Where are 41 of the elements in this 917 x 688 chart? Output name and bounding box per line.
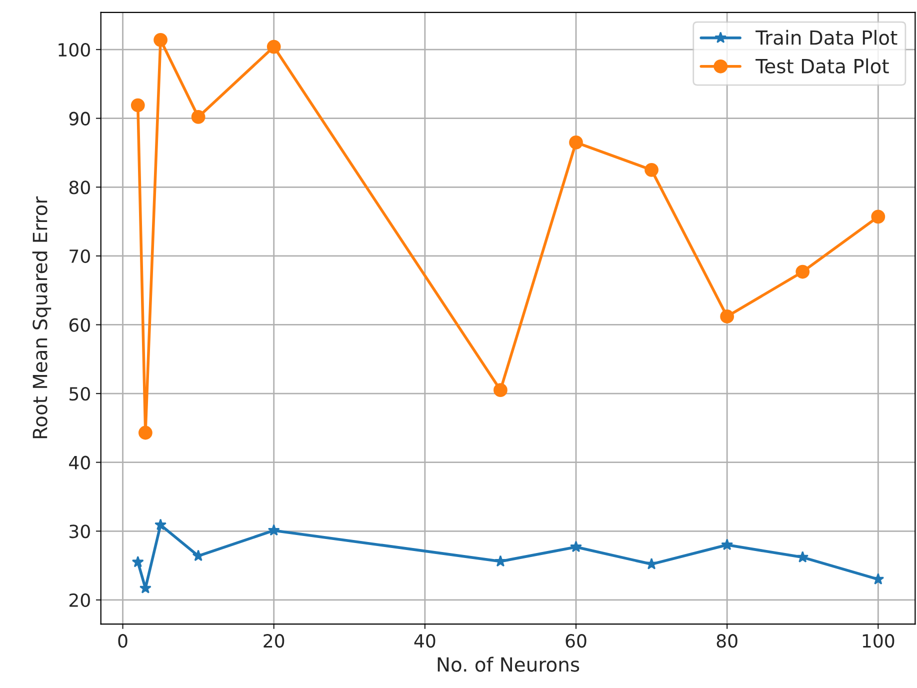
y-tick-label: 70	[70, 249, 90, 264]
point	[721, 538, 734, 550]
point	[154, 518, 167, 530]
y-tick-label: 40	[69, 456, 90, 470]
y-tick-label: 90	[69, 112, 90, 126]
point	[720, 310, 734, 324]
x-axis-title: No. of Neurons	[438, 656, 580, 672]
point	[796, 264, 810, 279]
y-tick-label: 100	[58, 42, 90, 57]
legend-label: Test Data Plot	[756, 58, 889, 74]
point	[872, 573, 884, 584]
x-tick-label: 60	[566, 634, 586, 648]
point	[494, 555, 506, 567]
point	[646, 558, 658, 570]
x-tick-label: 100	[862, 634, 894, 648]
point	[192, 550, 204, 562]
x-tick-label: 20	[264, 634, 284, 648]
x-tick-label: 80	[716, 634, 738, 648]
point	[139, 582, 152, 594]
y-tick-label: 50	[70, 386, 90, 401]
y-axis-title: Root Mean Squared Error	[32, 196, 52, 438]
point	[266, 40, 281, 54]
point	[138, 426, 152, 440]
point	[191, 110, 206, 124]
legend-label: Train Data Plot	[756, 30, 898, 45]
point	[130, 98, 145, 112]
point	[154, 32, 168, 47]
point	[268, 524, 280, 536]
x-tick-label: 40	[414, 634, 436, 648]
y-tick-label: 80	[69, 180, 90, 194]
point	[132, 556, 144, 568]
y-tick-label: 60	[69, 318, 90, 332]
point	[570, 540, 582, 552]
x-tick-label: 0	[118, 634, 128, 648]
point	[569, 135, 583, 150]
y-tick-label: 20	[69, 593, 90, 608]
point	[871, 210, 886, 224]
y-tick-label: 30	[70, 524, 90, 538]
point	[796, 551, 809, 562]
point	[644, 162, 658, 177]
point	[494, 383, 508, 398]
